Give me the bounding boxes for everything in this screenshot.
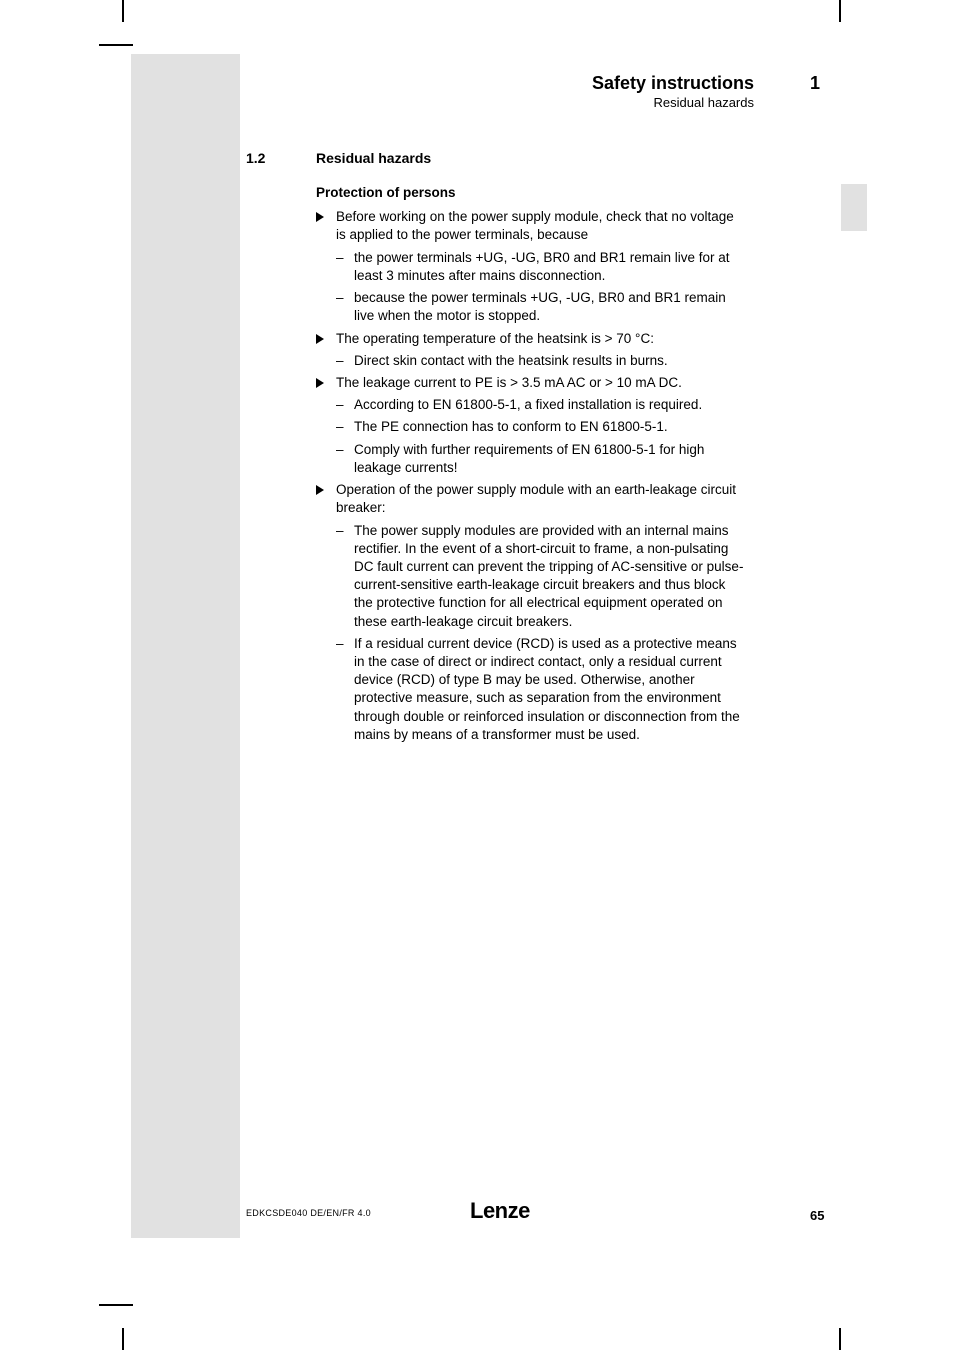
sub-list-item: The PE connection has to conform to EN 6… <box>336 418 746 436</box>
list-item: The leakage current to PE is > 3.5 mA AC… <box>316 374 746 477</box>
triangle-bullet-icon <box>316 378 324 388</box>
triangle-bullet-icon <box>316 212 324 222</box>
chapter-number: 1 <box>810 73 820 94</box>
list-item-text: Operation of the power supply module wit… <box>336 482 736 515</box>
sidebar-grey-block <box>131 54 240 1238</box>
list-item: Operation of the power supply module wit… <box>316 481 746 744</box>
crop-mark <box>122 0 124 22</box>
crop-mark <box>839 1328 841 1350</box>
list-item: The operating temperature of the heatsin… <box>316 330 746 370</box>
footer-logo: Lenze <box>470 1198 530 1224</box>
bullet-list: Before working on the power supply modul… <box>316 208 746 744</box>
triangle-bullet-icon <box>316 334 324 344</box>
sub-list-item: Comply with further requirements of EN 6… <box>336 441 746 477</box>
footer-page-number: 65 <box>810 1208 824 1223</box>
sub-list-item: Direct skin contact with the heatsink re… <box>336 352 746 370</box>
crop-mark <box>99 44 133 46</box>
sub-list-item: The power supply modules are provided wi… <box>336 522 746 631</box>
sub-list: The power supply modules are provided wi… <box>336 522 746 745</box>
crop-mark <box>839 0 841 22</box>
list-item-text: Before working on the power supply modul… <box>336 209 734 242</box>
crop-mark <box>122 1328 124 1350</box>
sub-list: the power terminals +UG, -UG, BR0 and BR… <box>336 249 746 326</box>
sub-list-item: If a residual current device (RCD) is us… <box>336 635 746 744</box>
sub-list-item: the power terminals +UG, -UG, BR0 and BR… <box>336 249 746 285</box>
running-header: Safety instructions Residual hazards <box>544 73 754 110</box>
list-item: Before working on the power supply modul… <box>316 208 746 325</box>
header-title: Safety instructions <box>544 73 754 94</box>
section-title: Residual hazards <box>316 150 431 166</box>
footer-doc-id: EDKCSDE040 DE/EN/FR 4.0 <box>246 1208 371 1218</box>
thumb-index-tab <box>841 184 867 231</box>
crop-mark <box>99 1304 133 1306</box>
triangle-bullet-icon <box>316 485 324 495</box>
page: Safety instructions Residual hazards 1 1… <box>0 0 954 1350</box>
sub-list: Direct skin contact with the heatsink re… <box>336 352 746 370</box>
sub-list: According to EN 61800-5-1, a fixed insta… <box>336 396 746 477</box>
list-item-text: The leakage current to PE is > 3.5 mA AC… <box>336 375 682 390</box>
header-subtitle: Residual hazards <box>544 95 754 110</box>
list-item-text: The operating temperature of the heatsin… <box>336 331 654 346</box>
body-content: Protection of persons Before working on … <box>316 184 746 748</box>
sub-list-item: According to EN 61800-5-1, a fixed insta… <box>336 396 746 414</box>
subheading: Protection of persons <box>316 184 746 202</box>
sub-list-item: because the power terminals +UG, -UG, BR… <box>336 289 746 325</box>
section-number: 1.2 <box>246 150 265 166</box>
